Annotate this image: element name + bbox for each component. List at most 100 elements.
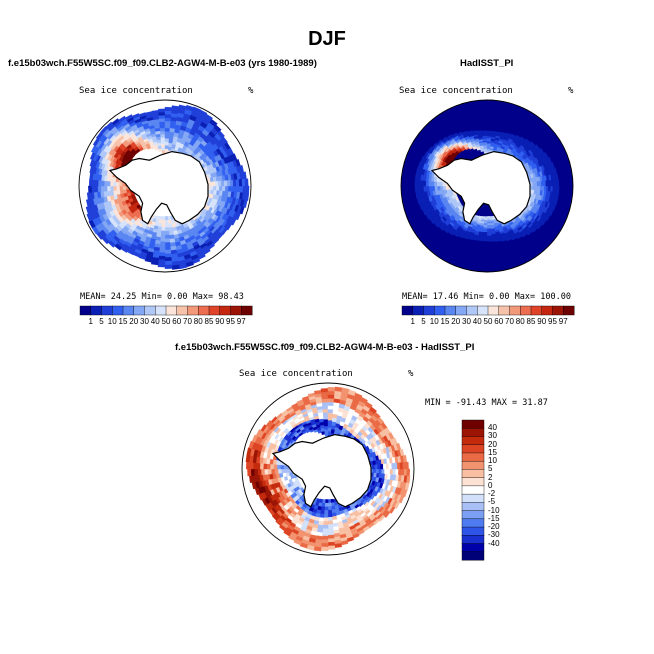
- obs-colorbar-tick-label: 20: [451, 317, 461, 326]
- field-cell: [334, 386, 343, 392]
- field-cell: [427, 146, 433, 154]
- field-cell: [327, 509, 333, 514]
- field-cell: [270, 416, 278, 424]
- diff-colorbar-swatch: [461, 428, 485, 437]
- field-cell: [236, 185, 241, 193]
- field-cell: [86, 192, 92, 200]
- diff-colorbar-tick-label: 40: [488, 423, 497, 433]
- field-cell: [406, 468, 410, 477]
- field-cell: [437, 185, 441, 191]
- field-cell: [322, 405, 329, 410]
- obs-colorbar-swatch: [541, 305, 554, 316]
- field-cell: [327, 524, 334, 529]
- field-cell: [159, 124, 166, 129]
- field-cell: [323, 513, 329, 519]
- field-cell: [161, 143, 166, 148]
- obs-colorbar-tick-label: 50: [483, 317, 493, 326]
- field-cell: [321, 391, 329, 396]
- field-cell: [373, 518, 380, 526]
- field-cell: [388, 463, 393, 470]
- diff-colorbar-tick-label: -20: [488, 522, 500, 532]
- model-map-boundary: [78, 99, 252, 273]
- obs-colorbar-tick-label: 5: [421, 317, 426, 326]
- field-cell: [106, 180, 111, 187]
- obs-colorbar-tick-label: 15: [440, 317, 450, 326]
- obs-colorbar-swatch: [552, 305, 564, 316]
- field-cell: [158, 118, 166, 122]
- field-cell: [322, 408, 329, 413]
- model-colorbar-tick-label: 95: [226, 317, 235, 326]
- field-cell: [327, 408, 334, 414]
- obs-colorbar-swatch: [563, 305, 575, 316]
- obs-colorbar-tick-label: 40: [472, 317, 482, 326]
- field-cell: [100, 126, 108, 135]
- field-cell: [151, 109, 159, 115]
- model-colorbar-tick-label: 40: [150, 317, 160, 326]
- field-cell: [113, 185, 117, 191]
- field-cell: [446, 134, 453, 140]
- diff-colorbar-tick-label: -15: [488, 513, 500, 523]
- field-cell: [274, 468, 279, 474]
- field-cell: [396, 462, 401, 470]
- model-colorbar-swatch: [112, 305, 124, 316]
- field-cell: [164, 231, 170, 236]
- model-colorbar-swatch: [79, 305, 92, 316]
- field-cell: [433, 181, 438, 187]
- field-cell: [389, 506, 396, 514]
- field-cell: [159, 237, 166, 243]
- field-cell: [219, 185, 223, 192]
- field-cell: [224, 185, 229, 192]
- field-cell: [364, 401, 373, 409]
- field-cell: [278, 524, 287, 532]
- field-cell: [481, 130, 488, 133]
- field-cell: [431, 142, 438, 149]
- field-cell: [119, 185, 123, 191]
- diff-colorbar-tick-label: 20: [488, 439, 497, 449]
- diff-field: [245, 386, 411, 552]
- field-cell: [241, 178, 246, 187]
- field-cell: [230, 185, 235, 193]
- model-colorbar-tick-label: 85: [204, 317, 214, 326]
- obs-units-label: %: [568, 86, 574, 96]
- field-cell: [115, 181, 120, 187]
- field-cell: [171, 105, 180, 111]
- model-colorbar-tick-label: 90: [215, 317, 225, 326]
- field-cell: [341, 387, 350, 394]
- obs-colorbar-tick-label: 60: [494, 317, 504, 326]
- model-stats: MEAN= 24.25 Min= 0.00 Max= 98.43: [80, 292, 244, 302]
- field-cell: [171, 264, 180, 270]
- field-cell: [486, 239, 493, 242]
- field-cell: [88, 219, 96, 229]
- field-cell: [556, 179, 560, 187]
- diff-colorbar-swatch: [461, 510, 485, 520]
- field-cell: [164, 138, 170, 143]
- diff-colorbar-swatch: [461, 485, 485, 495]
- field-cell: [112, 181, 117, 187]
- field-cell: [159, 245, 166, 250]
- model-colorbar-tick-label: 15: [118, 317, 128, 326]
- diff-colorbar-tick-label: -40: [488, 538, 500, 548]
- field-cell: [414, 179, 418, 187]
- field-cell: [271, 513, 279, 521]
- field-cell: [164, 234, 170, 240]
- field-cell: [94, 185, 99, 193]
- field-cell: [159, 130, 166, 135]
- field-cell: [441, 136, 447, 142]
- diff-panel-title: f.e15b03wch.F55W5SC.f09_f09.CLB2-AGW4-M-…: [175, 342, 475, 353]
- field-cell: [398, 495, 405, 504]
- field-cell: [320, 542, 329, 548]
- field-cell: [100, 180, 105, 187]
- field-cell: [138, 254, 147, 260]
- field-cell: [386, 468, 391, 475]
- model-min-value: 0.00: [167, 292, 188, 302]
- model-field: [85, 104, 250, 270]
- field-cell: [267, 468, 272, 475]
- diff-colorbar-swatch: [461, 543, 485, 553]
- field-cell: [293, 538, 302, 546]
- model-colorbar-tick-label: 97: [236, 317, 246, 326]
- field-cell: [436, 181, 440, 187]
- field-cell: [382, 463, 387, 470]
- field-cell: [91, 179, 96, 187]
- model-colorbar-tick-label: 5: [99, 317, 104, 326]
- field-cell: [436, 139, 442, 146]
